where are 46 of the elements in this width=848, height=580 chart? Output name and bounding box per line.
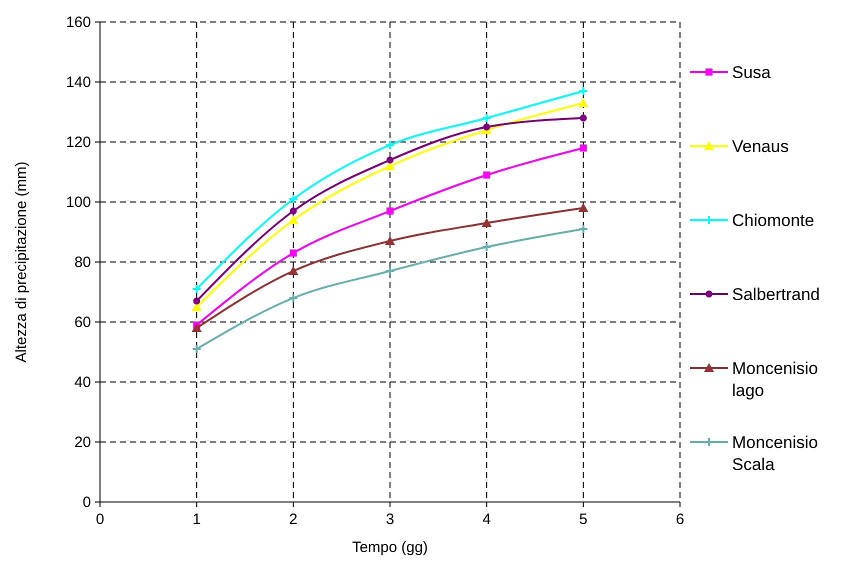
y-tick-label: 60 xyxy=(74,314,91,331)
legend-label: Susa xyxy=(732,63,772,82)
point xyxy=(483,124,490,130)
y-tick-label: 80 xyxy=(74,254,91,271)
point xyxy=(288,293,298,303)
point xyxy=(288,266,298,275)
legend-label: Chiomonte xyxy=(732,211,814,230)
y-axis-title: Altezza di precipitazione (mm) xyxy=(13,162,30,362)
point xyxy=(483,172,490,178)
point xyxy=(385,236,395,245)
y-tick-label: 40 xyxy=(74,374,91,391)
x-tick-label: 5 xyxy=(579,511,588,528)
legend-label: Moncenisio lago xyxy=(732,359,818,400)
y-tick-label: 140 xyxy=(66,74,91,91)
point xyxy=(578,98,588,107)
legend-label: Venaus xyxy=(732,137,789,156)
point xyxy=(482,113,492,123)
point xyxy=(386,156,394,164)
point xyxy=(288,215,298,224)
point xyxy=(193,298,200,304)
point xyxy=(482,242,492,252)
x-tick-label: 3 xyxy=(386,511,394,528)
y-tick-label: 20 xyxy=(74,434,91,451)
point xyxy=(385,140,395,150)
point xyxy=(290,208,297,214)
x-tick-label: 2 xyxy=(289,511,298,528)
legend-label: Moncenisio Scala xyxy=(732,433,818,474)
legend-label: Salbertrand xyxy=(732,285,820,304)
x-tick-label: 1 xyxy=(192,511,201,528)
point xyxy=(290,250,297,256)
x-axis-title: Tempo (gg) xyxy=(352,539,428,556)
point xyxy=(580,144,587,152)
point xyxy=(482,218,492,227)
x-tick-label: 4 xyxy=(482,511,491,528)
point xyxy=(192,323,202,332)
y-tick-label: 0 xyxy=(82,494,91,511)
point xyxy=(386,208,394,214)
y-tick-label: 120 xyxy=(66,134,91,151)
point xyxy=(578,203,588,212)
point xyxy=(580,114,587,122)
point xyxy=(288,194,298,204)
point xyxy=(385,266,395,276)
y-tick-label: 100 xyxy=(66,194,91,211)
x-tick-label: 0 xyxy=(96,511,104,528)
x-tick-label: 6 xyxy=(676,511,684,528)
y-tick-label: 160 xyxy=(66,14,91,31)
